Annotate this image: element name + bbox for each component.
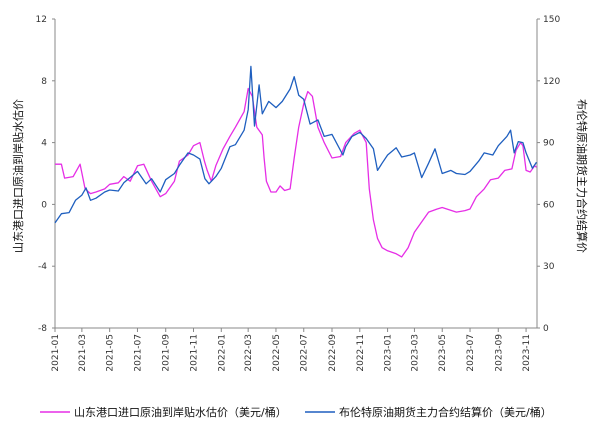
series-line-discount <box>55 87 537 258</box>
x-tick-label: 2023-11 <box>522 334 532 372</box>
y-right-tick-label: 150 <box>543 15 560 25</box>
y-right-tick-label: 120 <box>543 77 560 87</box>
y-axis-right-title: 布伦特原油期货主力合约结算价 <box>575 99 589 253</box>
x-tick-label: 2023-09 <box>494 334 504 372</box>
x-tick-label: 2021-09 <box>162 334 172 372</box>
y-axis-left-title: 山东港口进口原油到岸贴水估价 <box>11 99 25 253</box>
right-axis-ticks: 0 30 60 90 120 150 <box>537 15 560 334</box>
legend-label-brent: 布伦特原油期货主力合约结算价（美元/桶） <box>339 405 552 419</box>
y-right-tick-label: 60 <box>543 200 555 210</box>
x-tick-label: 2021-03 <box>78 334 88 372</box>
x-tick-label: 2022-11 <box>356 334 366 372</box>
y-right-tick-label: 30 <box>543 262 555 272</box>
x-tick-label: 2023-05 <box>438 334 448 372</box>
x-tick-label: 2021-11 <box>189 334 199 372</box>
series-lines <box>54 65 538 258</box>
left-axis-ticks: -8 -4 0 4 8 12 <box>36 15 55 334</box>
x-tick-label: 2023-03 <box>410 334 420 372</box>
x-tick-label: 2022-09 <box>328 334 338 372</box>
series-line-brent <box>54 65 538 224</box>
x-tick-label: 2022-03 <box>244 334 254 372</box>
legend: 山东港口进口原油到岸贴水估价（美元/桶） 布伦特原油期货主力合约结算价（美元/桶… <box>40 405 552 419</box>
y-right-tick-label: 0 <box>543 324 549 334</box>
x-tick-label: 2021-05 <box>106 334 116 372</box>
x-tick-label: 2022-07 <box>300 334 310 372</box>
y-left-tick-label: 12 <box>36 15 47 25</box>
y-left-tick-label: 4 <box>41 139 47 149</box>
x-tick-label: 2023-01 <box>384 334 394 372</box>
axes <box>54 19 538 329</box>
x-tick-label: 2021-01 <box>51 334 61 372</box>
y-left-tick-label: 8 <box>41 77 47 87</box>
y-left-tick-label: -4 <box>38 262 47 272</box>
y-left-tick-label: 0 <box>41 200 47 210</box>
x-tick-label: 2022-01 <box>217 334 227 372</box>
y-right-tick-label: 90 <box>543 139 555 149</box>
y-left-tick-label: -8 <box>38 324 47 334</box>
x-tick-label: 2022-05 <box>272 334 282 372</box>
legend-label-discount: 山东港口进口原油到岸贴水估价（美元/桶） <box>74 405 287 419</box>
x-tick-label: 2021-07 <box>133 334 143 372</box>
x-tick-label: 2023-07 <box>466 334 476 372</box>
x-axis-ticks: 2021-01 2021-03 2021-05 2021-07 2021-09 2021-… <box>51 328 532 372</box>
